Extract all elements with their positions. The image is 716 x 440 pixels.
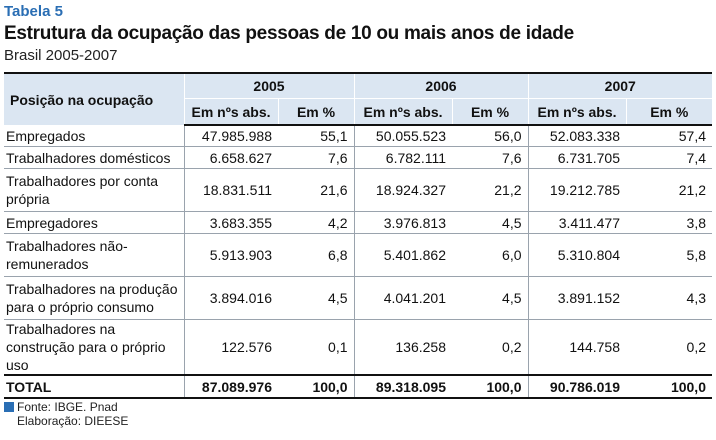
cell-pct-2006: 0,2 <box>452 319 528 376</box>
cell-abs-2005: 122.576 <box>183 319 278 376</box>
cell-pct-2007: 5,8 <box>626 233 712 277</box>
cell-pct-2005: 6,8 <box>278 233 354 277</box>
table-row: Empregados 47.985.988 55,1 50.055.523 56… <box>4 125 712 147</box>
table-row: Trabalhadores domésticos 6.658.627 7,6 6… <box>4 146 712 169</box>
cell-abs-2007: 3.891.152 <box>527 276 626 320</box>
source-text: Fonte: IBGE. Pnad <box>17 400 118 414</box>
table-row: Empregadores 3.683.355 4,2 3.976.813 4,5… <box>4 211 712 234</box>
cell-abs-2006: 18.924.327 <box>353 168 452 212</box>
cell-abs-2006: 5.401.862 <box>353 233 452 277</box>
table-number-label: Tabela 5 <box>4 3 63 20</box>
table-row: Trabalhadores na construção para o própr… <box>4 319 712 376</box>
cell-abs-2005: 3.683.355 <box>183 211 278 234</box>
table-footer: Fonte: IBGE. Pnad Elaboração: DIEESE <box>4 400 128 428</box>
total-abs-2005: 87.089.976 <box>183 374 278 399</box>
cell-pct-2005: 0,1 <box>278 319 354 376</box>
cell-abs-2005: 6.658.627 <box>183 146 278 169</box>
cell-abs-2005: 5.913.903 <box>183 233 278 277</box>
total-abs-2007: 90.786.019 <box>527 374 626 399</box>
year-header-2007: 2007 <box>527 72 712 99</box>
cell-pct-2005: 55,1 <box>278 125 354 147</box>
col-pct-2007: Em % <box>625 98 712 126</box>
elaboration-note: Elaboração: DIEESE <box>17 414 129 428</box>
col-abs-2007: Em nºs abs. <box>527 98 626 126</box>
cell-pct-2006: 7,6 <box>452 146 528 169</box>
total-pct-2005: 100,0 <box>278 374 354 399</box>
total-row: TOTAL 87.089.976 100,0 89.318.095 100,0 … <box>4 374 712 399</box>
row-label: Empregados <box>4 125 184 147</box>
year-header-2006: 2006 <box>353 72 528 99</box>
total-label: TOTAL <box>4 374 184 399</box>
cell-abs-2007: 19.212.785 <box>527 168 626 212</box>
cell-pct-2005: 4,2 <box>278 211 354 234</box>
row-label: Trabalhadores não-remunerados <box>4 233 184 277</box>
total-abs-2006: 89.318.095 <box>353 374 452 399</box>
cell-pct-2007: 3,8 <box>626 211 712 234</box>
square-bullet-icon <box>4 402 14 412</box>
col-pct-2006: Em % <box>451 98 528 126</box>
cell-pct-2007: 0,2 <box>626 319 712 376</box>
total-pct-2007: 100,0 <box>626 374 712 399</box>
cell-abs-2007: 6.731.705 <box>527 146 626 169</box>
source-note: Fonte: IBGE. Pnad <box>4 400 128 414</box>
cell-abs-2006: 6.782.111 <box>353 146 452 169</box>
cell-abs-2006: 50.055.523 <box>353 125 452 147</box>
cell-pct-2007: 7,4 <box>626 146 712 169</box>
table-row: Trabalhadores na produção para o próprio… <box>4 276 712 320</box>
year-header-2005: 2005 <box>183 72 354 99</box>
table-row: Trabalhadores não-remunerados 5.913.903 … <box>4 233 712 277</box>
cell-pct-2006: 56,0 <box>452 125 528 147</box>
row-label: Trabalhadores domésticos <box>4 146 184 169</box>
cell-pct-2006: 4,5 <box>452 211 528 234</box>
cell-abs-2005: 18.831.511 <box>183 168 278 212</box>
cell-pct-2006: 6,0 <box>452 233 528 277</box>
cell-pct-2006: 4,5 <box>452 276 528 320</box>
row-label: Trabalhadores na produção para o próprio… <box>4 276 184 320</box>
cell-pct-2006: 21,2 <box>452 168 528 212</box>
cell-pct-2005: 21,6 <box>278 168 354 212</box>
cell-pct-2007: 4,3 <box>626 276 712 320</box>
col-pct-2005: Em % <box>277 98 354 126</box>
cell-pct-2005: 4,5 <box>278 276 354 320</box>
occupation-table: Posição na ocupação 2005 2006 2007 Em nº… <box>4 72 712 399</box>
cell-abs-2006: 136.258 <box>353 319 452 376</box>
cell-abs-2005: 3.894.016 <box>183 276 278 320</box>
cell-pct-2007: 21,2 <box>626 168 712 212</box>
corner-header: Posição na ocupação <box>4 72 185 125</box>
cell-pct-2007: 57,4 <box>626 125 712 147</box>
col-abs-2005: Em nºs abs. <box>183 98 278 126</box>
cell-pct-2005: 7,6 <box>278 146 354 169</box>
table-row: Trabalhadores por conta própria 18.831.5… <box>4 168 712 212</box>
cell-abs-2006: 3.976.813 <box>353 211 452 234</box>
table-title: Estrutura da ocupação das pessoas de 10 … <box>4 23 574 44</box>
total-pct-2006: 100,0 <box>452 374 528 399</box>
row-label: Empregadores <box>4 211 184 234</box>
row-label: Trabalhadores na construção para o própr… <box>4 319 184 376</box>
cell-abs-2005: 47.985.988 <box>183 125 278 147</box>
row-label: Trabalhadores por conta própria <box>4 168 184 212</box>
col-abs-2006: Em nºs abs. <box>353 98 452 126</box>
cell-abs-2007: 144.758 <box>527 319 626 376</box>
cell-abs-2007: 3.411.477 <box>527 211 626 234</box>
table-subtitle: Brasil 2005-2007 <box>4 47 118 64</box>
cell-abs-2006: 4.041.201 <box>353 276 452 320</box>
cell-abs-2007: 52.083.338 <box>527 125 626 147</box>
cell-abs-2007: 5.310.804 <box>527 233 626 277</box>
